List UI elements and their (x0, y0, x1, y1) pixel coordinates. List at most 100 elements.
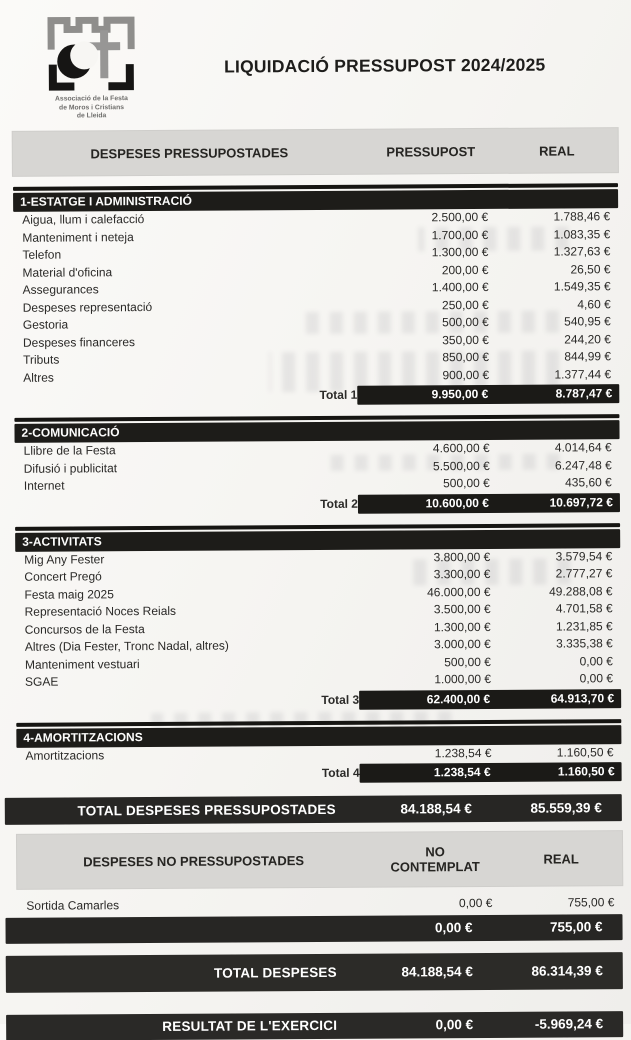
section-total-values-box: 9.950,00 € 8.787,47 € (357, 384, 620, 405)
table-row: Sortida Camarles 0,00 € 755,00 € (17, 894, 622, 915)
section-total-row: Total 3 62.400,00 € 64.913,70 € (16, 688, 622, 712)
row-real-value: 49.288,08 € (549, 583, 613, 599)
budget-section: 2-COMUNICACIÓ Llibre de la Festa 4.600,0… (14, 414, 621, 516)
row-label: Despeses financeres (22, 334, 136, 350)
section-total-row: Total 4 1.238,54 € 1.160,50 € (17, 762, 622, 785)
bracket-right-icon (108, 64, 134, 91)
table-row: SGAE 1.000,00 € 0,00 € (16, 670, 621, 691)
row-real-value: 540,95 € (564, 314, 611, 329)
row-real-value: 6.247,48 € (554, 457, 612, 473)
row-pressupost-value: 500,00 € (442, 314, 489, 330)
row-pressupost-value: 500,00 € (443, 475, 490, 491)
row-pressupost-value: 1.000,00 € (434, 671, 492, 687)
document-header: Associació de la Festa de Moros i Cristi… (0, 0, 629, 126)
table-row: Altres 900,00 € 1.377,44 € (14, 366, 619, 387)
row-label: Assegurances (22, 282, 99, 297)
row-pressupost-value: 3.800,00 € (433, 549, 491, 564)
org-name-line: de Lleida (76, 112, 107, 120)
total-despeses-bar: TOTAL DESPESES 84.188,54 € 86.314,39 € (5, 951, 623, 993)
row-pressupost-value: 1.400,00 € (431, 279, 489, 295)
total-despeses-label: TOTAL DESPESES (213, 964, 337, 981)
row-real-value: 1.083,35 € (553, 226, 611, 242)
section-title: 1-ESTATGE I ADMINISTRACIÓ (20, 193, 192, 209)
row-label: Internet (23, 478, 65, 493)
column-header-pressupost: PRESSUPOST (386, 143, 476, 160)
row-label: Representació Noces Reials (24, 603, 177, 619)
section-rows: Mig Any Fester 3.800,00 € 3.579,54 € Con… (15, 548, 621, 692)
row-label: Telefon (22, 247, 62, 262)
section-total-row: Total 2 10.600,00 € 10.697,72 € (15, 492, 621, 516)
row-label: Llibre de la Festa (23, 443, 116, 458)
grand-total-bar: TOTAL DESPESES PRESSUPOSTADES 84.188,54 … (4, 794, 622, 825)
row-label: Amortitzacions (25, 747, 105, 763)
secondary-table-header: DESPESES NO PRESSUPOSTADES NO CONTEMPLAT… (16, 831, 623, 889)
row-real-value: 1.160,50 € (556, 744, 614, 760)
crescent-moon-cutout (70, 41, 99, 70)
resultat-real-value: -5.969,24 € (534, 1016, 604, 1032)
section-total-label: Total 2 (320, 496, 358, 511)
row-real-value: 26,50 € (570, 261, 611, 276)
row-real-value: 1.231,85 € (555, 618, 613, 634)
section-total-label: Total 4 (321, 765, 360, 780)
section-rows: Aigua, llum i calefacció 2.500,00 € 1.78… (13, 208, 619, 387)
row-real-value: 1.327,63 € (553, 244, 611, 259)
secondary-total-label (6, 928, 349, 930)
budget-section: 3-ACTIVITATS Mig Any Fester 3.800,00 € 3… (15, 522, 622, 712)
budget-section: 4-AMORTITZACIONS Amortitzacions 1.238,54… (16, 718, 622, 785)
column-header-real-2: REAL (543, 850, 579, 867)
resultat-exercici-bar: RESULTAT DE L'EXERCICI 0,00 € -5.969,24 … (6, 1010, 624, 1040)
row-pressupost-value: 1.238,54 € (434, 745, 492, 760)
row-pressupost-value: 1.300,00 € (433, 619, 491, 634)
bracket-left-icon (48, 64, 75, 91)
row-label: Material d'oficina (22, 264, 113, 280)
budget-section: 1-ESTATGE I ADMINISTRACIÓ Aigua, llum i … (13, 183, 620, 407)
row-label: Gestoria (22, 317, 69, 332)
section-total-values-box: 10.600,00 € 10.697,72 € (357, 492, 621, 514)
row-pressupost-value: 3.000,00 € (434, 636, 491, 652)
row-real-value: 435,60 € (565, 475, 612, 490)
grand-total-label: TOTAL DESPESES PRESSUPOSTADES (77, 801, 336, 819)
row-real-value: 1.549,35 € (553, 279, 611, 294)
section-title: 3-ACTIVITATS (22, 533, 102, 549)
row-label: Manteniment i neteja (22, 229, 134, 245)
section-total-real-value: 64.913,70 € (550, 690, 615, 706)
row-pressupost-value: 0,00 € (458, 895, 493, 911)
section-rows: Llibre de la Festa 4.600,00 € 4.014,64 €… (15, 439, 620, 495)
total-despeses-pressupost-value: 84.188,54 € (401, 963, 473, 979)
row-label: Altres (Dia Fester, Tronc Nadal, altres) (24, 638, 229, 654)
row-pressupost-value: 46.000,00 € (427, 584, 491, 599)
row-label: Concert Pregó (24, 569, 102, 584)
section-total-real-value: 8.787,47 € (555, 386, 613, 401)
row-label: Altres (23, 370, 54, 385)
row-pressupost-value: 1.700,00 € (431, 227, 489, 242)
secondary-total-real-value: 755,00 € (549, 919, 603, 935)
column-header-no-pressupostades: DESPESES NO PRESSUPOSTADES (83, 852, 305, 869)
section-total-pressupost-value: 62.400,00 € (426, 691, 491, 706)
row-label: Manteniment vestuari (24, 656, 140, 672)
row-label: Mig Any Fester (24, 551, 105, 567)
row-pressupost-value: 3.300,00 € (433, 566, 491, 582)
row-real-value: 4,60 € (577, 296, 611, 311)
row-label: Tributs (23, 352, 60, 367)
row-real-value: 755,00 € (567, 895, 615, 910)
organization-name: Associació de la Festa de Moros i Cristi… (31, 95, 151, 121)
row-real-value: 0,00 € (579, 671, 614, 686)
column-header-real: REAL (539, 142, 575, 159)
section-total-real-value: 1.160,50 € (557, 764, 615, 779)
row-real-value: 0,00 € (579, 653, 613, 668)
row-real-value: 4.014,64 € (554, 440, 612, 455)
row-real-value: 244,20 € (564, 331, 611, 346)
row-label: SGAE (24, 674, 59, 689)
row-real-value: 3.579,54 € (555, 548, 613, 564)
castle-crescent-cross-icon (47, 16, 135, 91)
row-label: Festa maig 2025 (24, 586, 114, 602)
sections-host: 1-ESTATGE I ADMINISTRACIÓ Aigua, llum i … (13, 183, 622, 785)
castle-battlement-shape (47, 16, 135, 50)
row-real-value: 1.377,44 € (554, 366, 612, 382)
resultat-pressupost-value: 0,00 € (435, 1017, 474, 1033)
row-label: Sortida Camarles (26, 898, 120, 913)
section-total-values-box: 1.238,54 € 1.160,50 € (359, 762, 622, 783)
main-table-header: DESPESES PRESSUPOSTADES PRESSUPOST REAL (12, 128, 618, 176)
secondary-total-pressupost-value: 0,00 € (434, 920, 473, 936)
